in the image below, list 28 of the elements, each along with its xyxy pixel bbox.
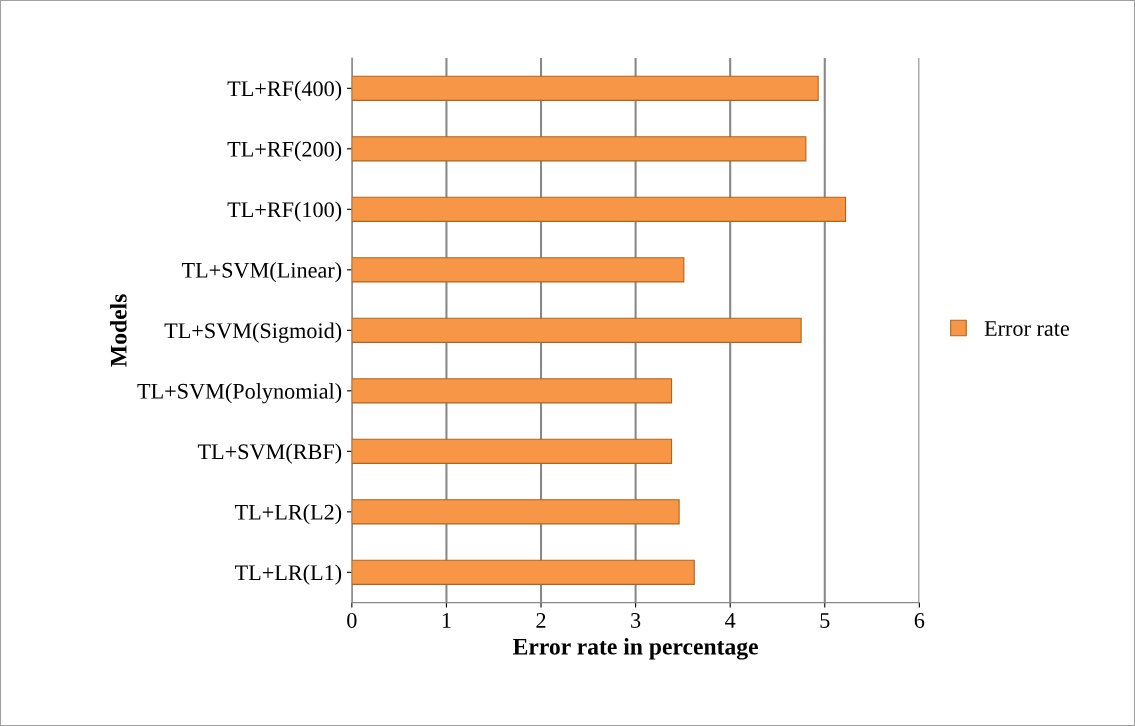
bar xyxy=(351,257,685,283)
legend-label: Error rate xyxy=(984,321,1070,336)
y-tick-label: TL+LR(L2) xyxy=(234,504,342,525)
x-tick-label: 2 xyxy=(536,613,546,628)
bar xyxy=(351,378,673,404)
bar xyxy=(351,499,680,525)
y-tick-label: TL+LR(L1) xyxy=(234,564,342,585)
y-tick-label: TL+SVM(RBF) xyxy=(197,443,342,464)
x-tick-label: 1 xyxy=(442,613,451,628)
y-tick-label: TL+SVM(Linear) xyxy=(181,262,342,283)
y-tick-label: TL+RF(400) xyxy=(227,80,342,101)
bar xyxy=(351,438,673,464)
y-tick-label: TL+RF(100) xyxy=(227,201,342,222)
y-tick-label: TL+SVM(Polynomial) xyxy=(137,383,342,404)
bar xyxy=(351,75,819,101)
x-tick-label: 0 xyxy=(347,612,357,628)
x-tick-label: 6 xyxy=(914,613,925,628)
y-tick-label: TL+RF(200) xyxy=(227,141,342,162)
bar xyxy=(351,559,695,585)
bar xyxy=(351,136,807,162)
y-tick-label: TL+SVM(Sigmoid) xyxy=(164,322,342,343)
x-tick-label: 5 xyxy=(820,613,830,628)
x-axis-title: Error rate in percentage xyxy=(513,638,758,660)
bar xyxy=(351,196,847,222)
x-tick-label: 3 xyxy=(631,613,641,628)
bar xyxy=(351,317,802,343)
x-tick-label: 4 xyxy=(725,613,736,628)
y-axis-title: Models xyxy=(110,294,127,367)
